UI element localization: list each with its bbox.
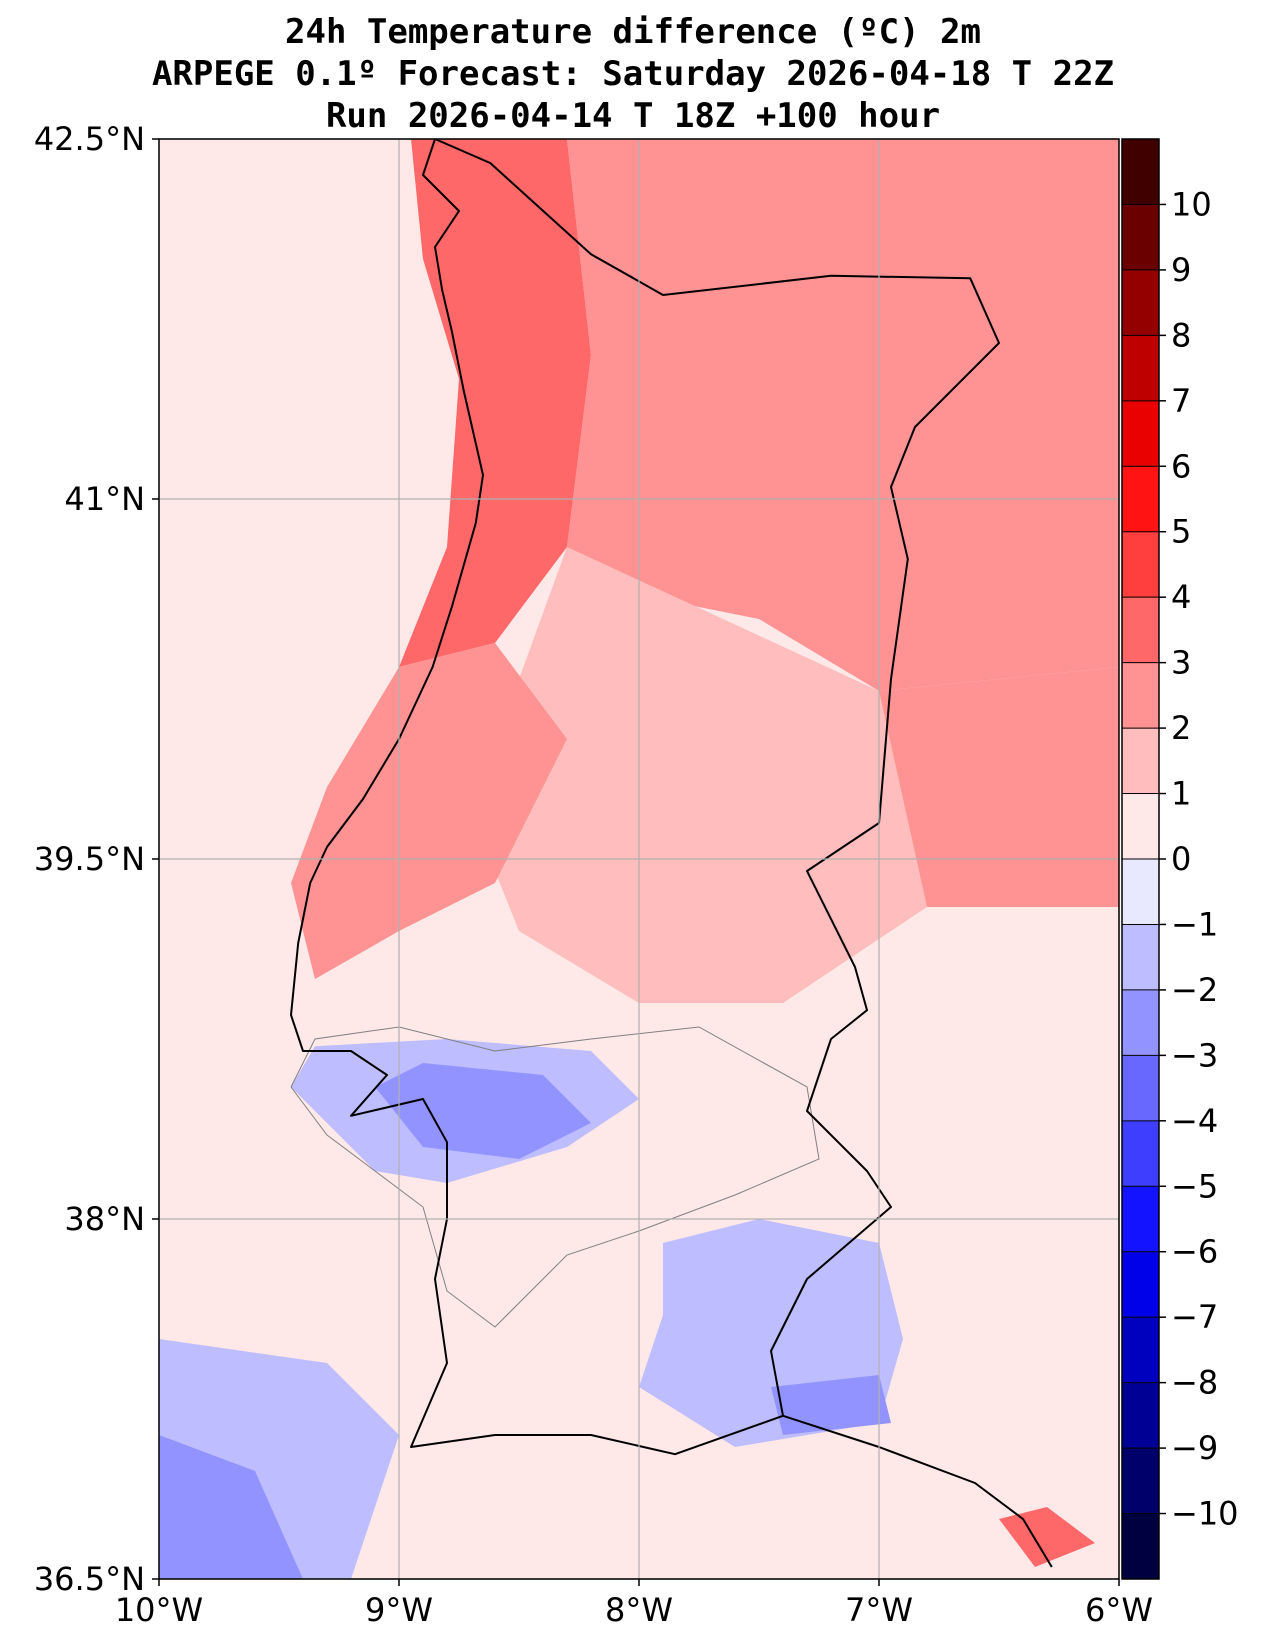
tick-label-lat: 39.5°N xyxy=(34,840,145,878)
colorbar-tick-label: −7 xyxy=(1171,1298,1218,1336)
colorbar-tick-label: 4 xyxy=(1171,578,1191,616)
colorbar-tick-label: 5 xyxy=(1171,513,1191,551)
tick-label-lon: 7°W xyxy=(845,1591,913,1629)
colorbar-tick-label: 0 xyxy=(1171,840,1191,878)
colorbar-bands xyxy=(1122,139,1159,1580)
region-central-interior xyxy=(471,547,927,1003)
region-southeast-cold-core xyxy=(771,1375,891,1435)
colorbar-band xyxy=(1122,204,1159,271)
colorbar-band xyxy=(1122,662,1159,729)
colorbar-band xyxy=(1122,400,1159,467)
colorbar-tick-label: 1 xyxy=(1171,775,1191,813)
title-line-3: Run 2026-04-14 T 18Z +100 hour xyxy=(326,96,940,136)
region-background-ocean-north xyxy=(159,139,471,1171)
colorbar-band xyxy=(1122,139,1159,205)
contour-zero-line xyxy=(290,1026,820,1328)
longitude-ticks: 10°W 9°W 8°W 7°W 6°W xyxy=(115,1579,1153,1629)
tick-label-lat: 42.5°N xyxy=(34,120,145,158)
colorbar-band xyxy=(1122,1186,1159,1253)
colorbar-tick-label: −8 xyxy=(1171,1364,1218,1402)
colorbar-band xyxy=(1122,1382,1159,1449)
colorbar-tick-label: 7 xyxy=(1171,382,1191,420)
region-north-portugal-coast xyxy=(399,139,591,667)
tick-label-lon: 8°W xyxy=(605,1591,673,1629)
colorbar-tick-label: −4 xyxy=(1171,1102,1218,1140)
colorbar-band xyxy=(1122,531,1159,598)
colorbar-band xyxy=(1122,1448,1159,1515)
colorbar-tick-label: −10 xyxy=(1171,1495,1239,1533)
coastline-line xyxy=(290,139,1053,1568)
temperature-field xyxy=(159,139,1119,1579)
colorbar-band xyxy=(1122,1513,1159,1580)
colorbar-tick-label: 3 xyxy=(1171,644,1191,682)
colorbar-band xyxy=(1122,1317,1159,1384)
colorbar-band xyxy=(1122,989,1159,1056)
colorbar-tick-label: −6 xyxy=(1171,1233,1218,1271)
region-lisbon-cold-core xyxy=(375,1063,591,1159)
tick-label-lon: 9°W xyxy=(365,1591,433,1629)
zero-contour xyxy=(290,1026,820,1328)
colorbar-tick-label: 2 xyxy=(1171,709,1191,747)
colorbar-band xyxy=(1122,466,1159,533)
region-southwest-ocean-cold xyxy=(159,1435,303,1579)
colorbar-tick-label: 10 xyxy=(1171,185,1212,223)
title-line-2: ARPEGE 0.1º Forecast: Saturday 2026-04-1… xyxy=(152,54,1114,94)
colorbar-tick-label: 6 xyxy=(1171,447,1191,485)
colorbar-tick-label: −5 xyxy=(1171,1167,1218,1205)
region-central-west xyxy=(291,643,567,979)
colorbar-tick-label: −2 xyxy=(1171,971,1218,1009)
tick-label-lat: 36.5°N xyxy=(34,1560,145,1598)
colorbar-tick-label: −1 xyxy=(1171,905,1218,943)
title-line-1: 24h Temperature difference (ºC) 2m xyxy=(285,12,981,52)
colorbar-band xyxy=(1122,335,1159,402)
tick-label-lat: 38°N xyxy=(64,1200,145,1238)
tick-label-lat: 41°N xyxy=(64,480,145,518)
latitude-ticks: 42.5°N 41°N 39.5°N 38°N 36.5°N xyxy=(34,120,159,1598)
tick-label-lon: 10°W xyxy=(115,1591,203,1629)
colorbar-tick-label: 8 xyxy=(1171,316,1191,354)
map-area xyxy=(158,138,1120,1580)
colorbar-band xyxy=(1122,1120,1159,1187)
colorbar-band xyxy=(1122,793,1159,860)
colorbar-band xyxy=(1122,1251,1159,1318)
colorbar-band xyxy=(1122,269,1159,336)
tick-label-lon: 6°W xyxy=(1085,1591,1153,1629)
region-north-interior xyxy=(567,139,1119,691)
colorbar-band xyxy=(1122,924,1159,991)
colorbar-tick-label: −9 xyxy=(1171,1429,1218,1467)
region-east-interior xyxy=(879,667,1119,907)
colorbar-tick-label: −3 xyxy=(1171,1036,1218,1074)
colorbar-band xyxy=(1122,859,1159,925)
colorbar-band xyxy=(1122,728,1159,795)
colorbar-band xyxy=(1122,597,1159,664)
region-gulf-cadiz-warm-spot xyxy=(999,1507,1095,1567)
colorbar-band xyxy=(1122,1055,1159,1122)
colorbar-tick-label: 9 xyxy=(1171,251,1191,289)
